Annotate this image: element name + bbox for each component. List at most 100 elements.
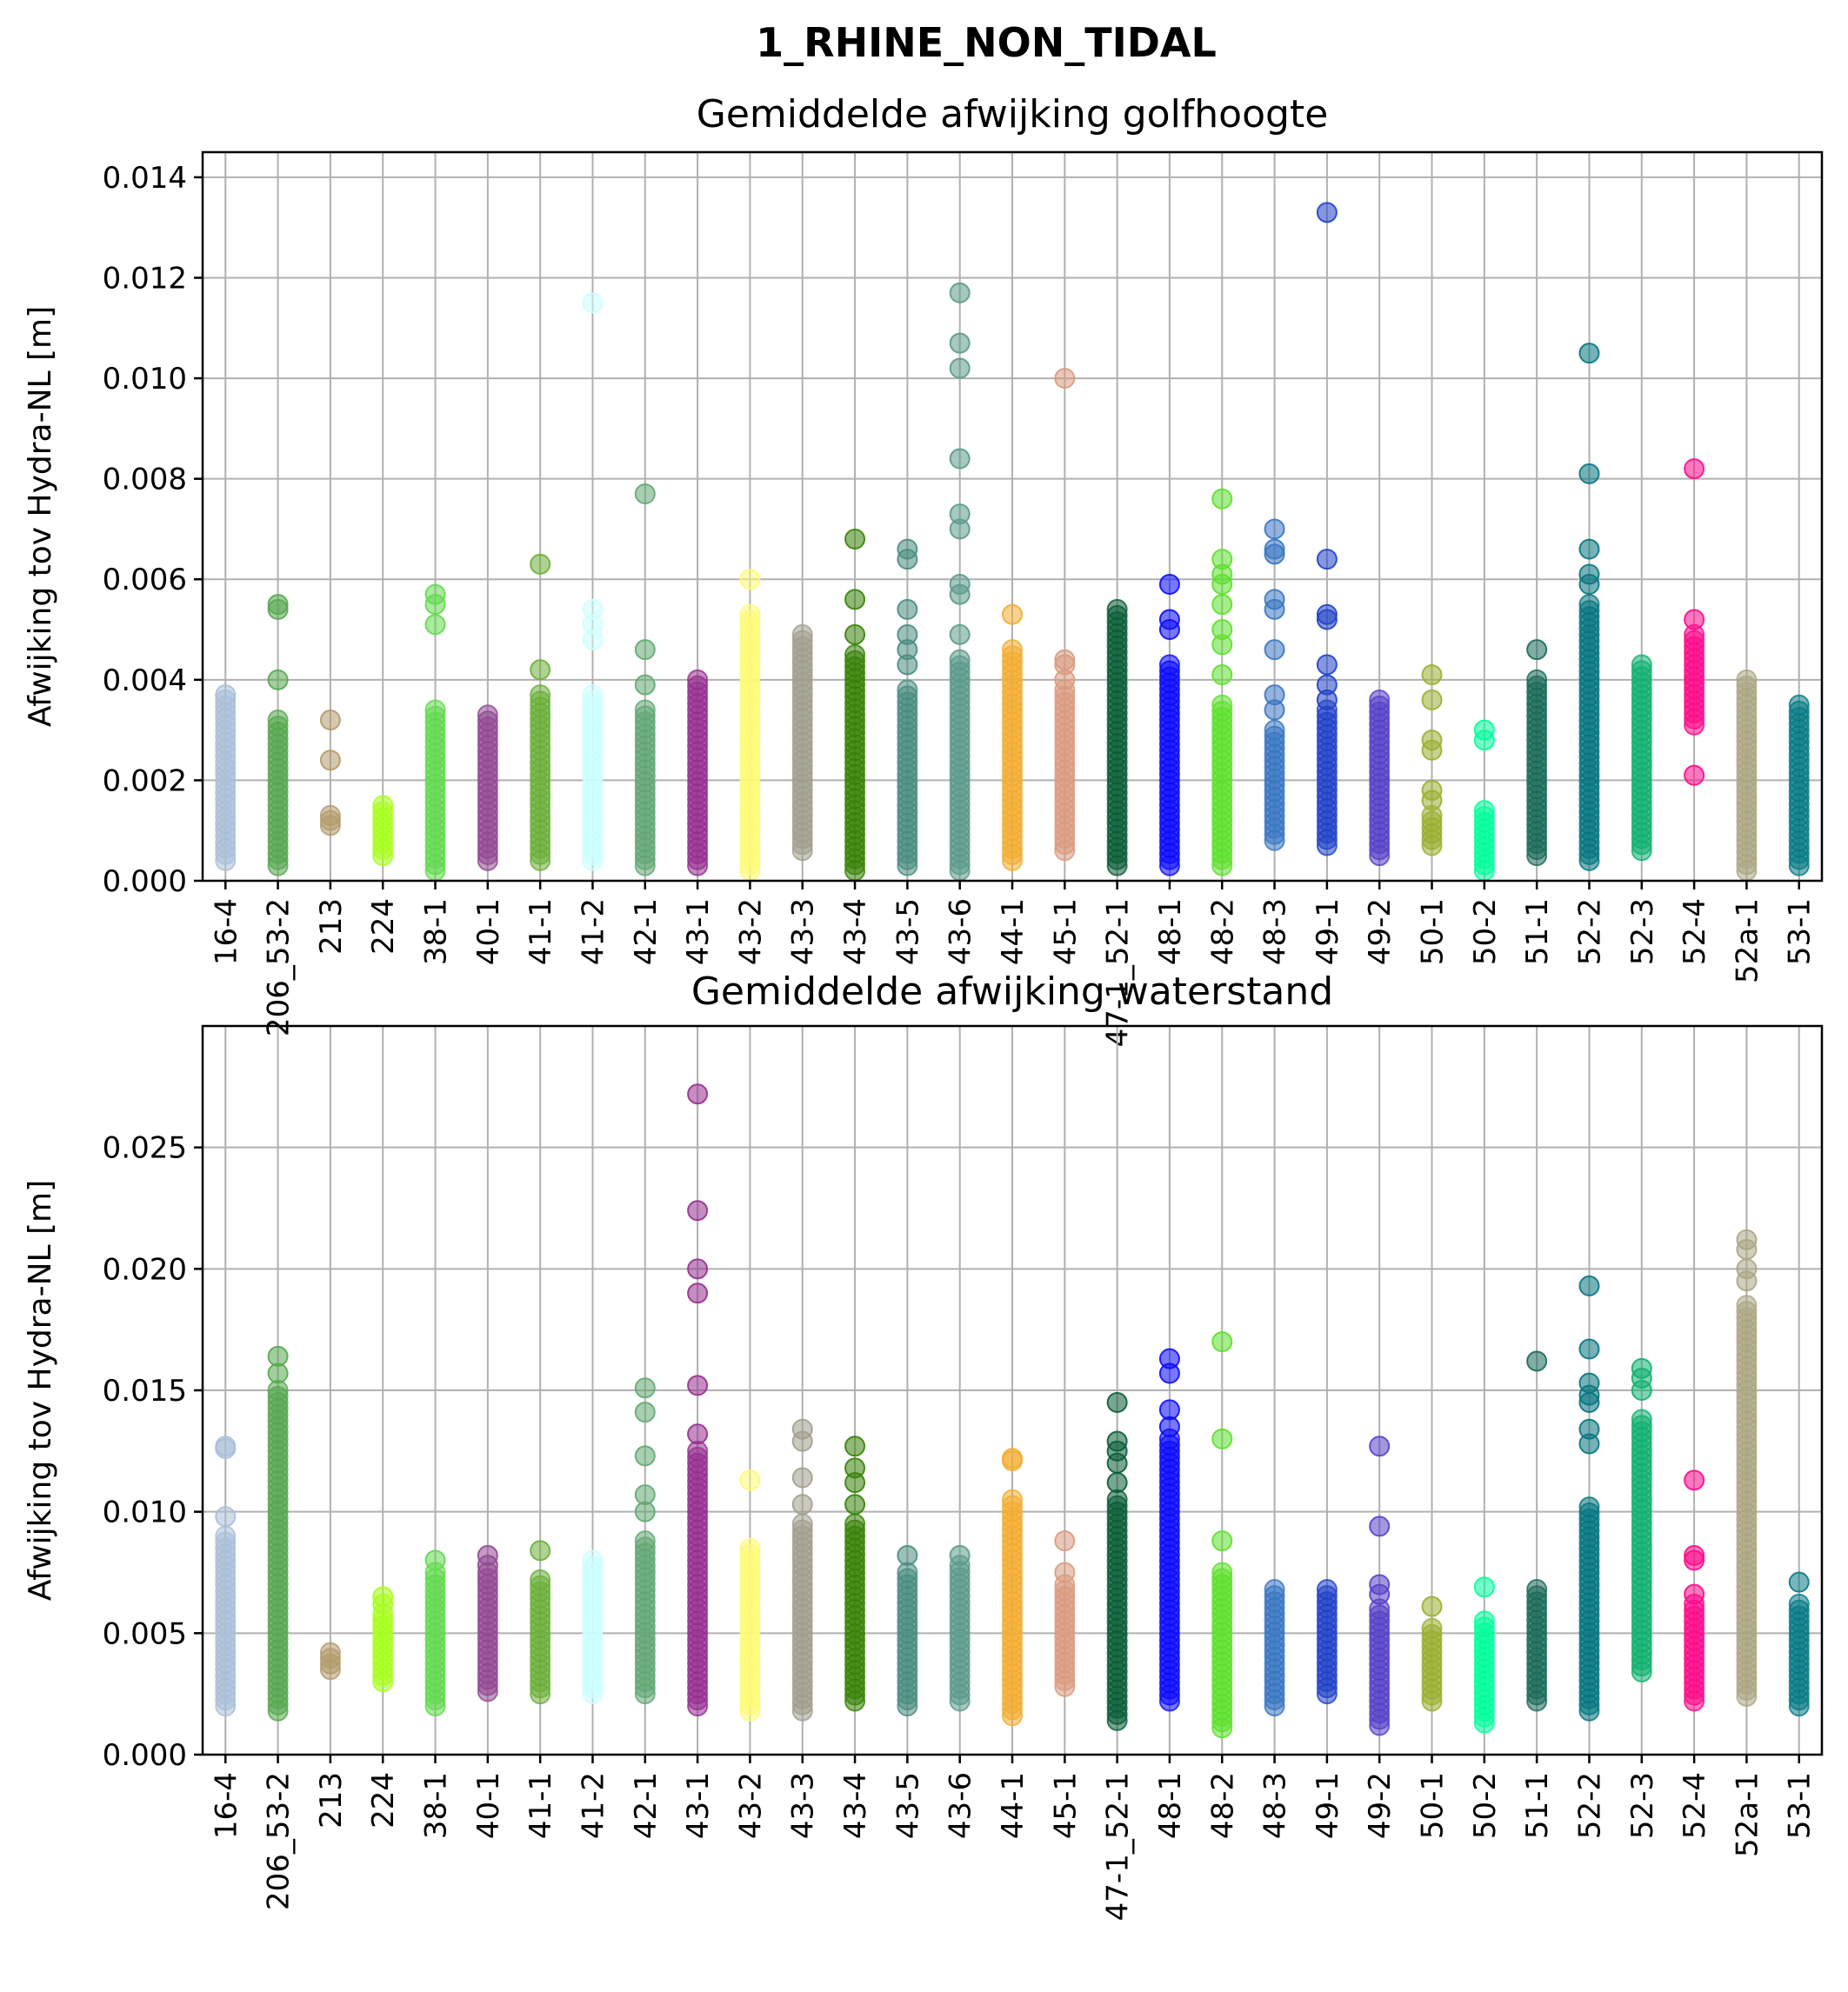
data-point [791, 1418, 813, 1440]
data-point [1578, 1496, 1600, 1518]
series-48-1 [1158, 574, 1180, 876]
data-point [1578, 1338, 1600, 1360]
data-point [1211, 619, 1233, 641]
x-tick-label: 53-1 [1783, 898, 1818, 965]
data-point [582, 292, 604, 314]
data-point [1264, 538, 1285, 560]
data-point [1211, 1428, 1233, 1449]
series-213 [319, 710, 341, 836]
data-point [844, 1513, 866, 1535]
data-point [844, 1436, 866, 1457]
x-tick-label: 52-3 [1625, 1772, 1660, 1839]
data-point [1316, 674, 1338, 696]
series-49-1 [1316, 1579, 1338, 1705]
data-point [1526, 1579, 1548, 1601]
x-tick-label: 48-2 [1205, 898, 1240, 965]
data-point [1158, 574, 1180, 596]
data-point [1106, 1472, 1128, 1494]
data-point [634, 1445, 656, 1467]
x-tick-label: 51-1 [1520, 1772, 1555, 1839]
data-point [1264, 719, 1285, 741]
y-tick-label: 0.012 [103, 261, 187, 296]
data-point [215, 1436, 237, 1457]
data-point [267, 1345, 289, 1367]
data-point [949, 503, 971, 525]
data-point [739, 603, 761, 625]
series-52-3 [1631, 654, 1652, 862]
y-tick-label: 0.015 [103, 1374, 187, 1409]
x-tick-label: 213 [314, 898, 349, 955]
y-axis-label: Afwijking tov Hydra-NL [m] [23, 1180, 58, 1601]
data-point [844, 1457, 866, 1479]
series-52-2 [1578, 343, 1600, 871]
data-point [1631, 654, 1652, 676]
data-point [1002, 1448, 1023, 1469]
series-41-2 [582, 292, 604, 871]
data-point [634, 699, 656, 721]
x-tick-label: 49-2 [1363, 1772, 1398, 1839]
data-point [791, 1513, 813, 1535]
series-52-4 [1684, 458, 1705, 786]
data-point [1684, 764, 1705, 786]
x-tick-label: 52-2 [1572, 898, 1607, 965]
data-point [424, 583, 446, 605]
data-point [897, 1544, 918, 1566]
data-point [1054, 1530, 1076, 1552]
x-tick-label: 52a-1 [1730, 1772, 1765, 1857]
y-tick-label: 0.020 [103, 1252, 187, 1287]
data-point [1211, 664, 1233, 686]
series-40-1 [477, 1544, 498, 1702]
series-213 [319, 1642, 341, 1681]
series-43-4 [844, 529, 866, 882]
data-point [1473, 1576, 1495, 1598]
x-tick-label: 16-4 [209, 898, 244, 965]
x-tick-label: 49-2 [1363, 898, 1398, 965]
data-point [1054, 368, 1076, 390]
data-point [791, 623, 813, 645]
data-point [949, 357, 971, 379]
y-tick-label: 0.006 [103, 563, 187, 597]
data-point [1369, 1574, 1391, 1596]
x-tick-label: 224 [366, 1772, 401, 1829]
series-50-1 [1421, 1596, 1443, 1712]
x-tick-label: 41-1 [524, 898, 558, 965]
data-point [1736, 1229, 1758, 1250]
data-point [687, 1258, 709, 1280]
data-point [424, 614, 446, 636]
x-tick-label: 41-1 [524, 1772, 558, 1839]
data-point [582, 684, 604, 706]
data-point [1788, 1593, 1810, 1615]
data-point [477, 1544, 498, 1566]
data-point [1631, 1409, 1652, 1430]
x-tick-label: 43-6 [944, 898, 978, 965]
x-tick-label: 50-1 [1416, 1772, 1451, 1839]
data-point [319, 749, 341, 771]
data-point [739, 1537, 761, 1559]
data-point [1684, 458, 1705, 480]
data-point [1421, 1617, 1443, 1639]
wave-height-axes: 0.000 0.002 0.004 0.006 0.008 0.010 0.012 0.014… [23, 92, 1824, 1047]
data-point [1421, 730, 1443, 751]
data-point [897, 538, 918, 560]
x-tick-label: 38-1 [419, 1772, 454, 1839]
data-point [1369, 689, 1391, 710]
data-point [215, 1525, 237, 1547]
series-48-2 [1211, 488, 1233, 876]
data-point [1158, 654, 1180, 676]
x-tick-label: 43-3 [786, 898, 821, 965]
data-point [582, 1549, 604, 1571]
data-point [1264, 639, 1285, 661]
series-48-2 [1211, 1331, 1233, 1739]
series-50-2 [1473, 719, 1495, 882]
data-point [1369, 1436, 1391, 1457]
x-tick-label: 206_53-2 [262, 898, 297, 1036]
series-38-1 [424, 583, 446, 882]
x-tick-label: 43-2 [733, 1772, 768, 1839]
data-point [1684, 609, 1705, 630]
data-point [1788, 694, 1810, 716]
x-tick-label: 44-1 [996, 898, 1031, 965]
data-point [1526, 1350, 1548, 1372]
x-tick-label: 43-4 [838, 898, 873, 965]
data-point [1736, 1295, 1758, 1316]
figure-suptitle: 1_RHINE_NON_TIDAL [756, 19, 1217, 66]
